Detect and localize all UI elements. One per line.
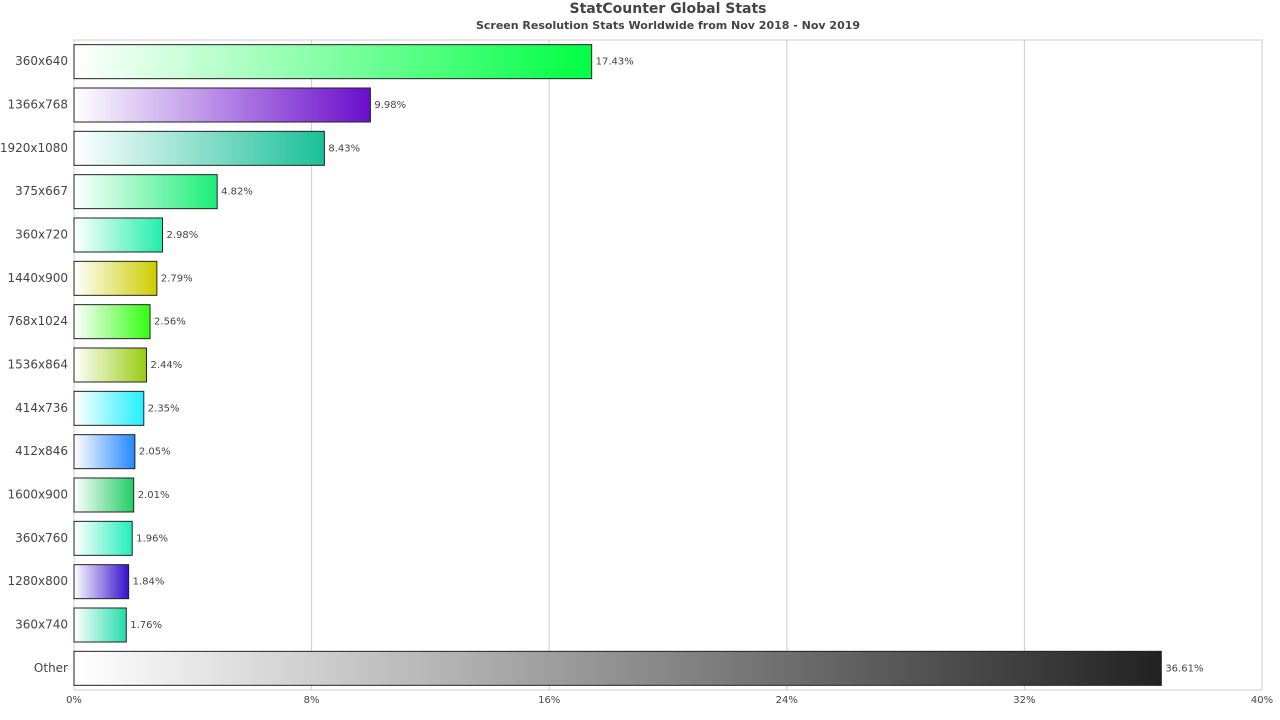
- bar: [73, 477, 135, 513]
- value-label: 2.44%: [150, 360, 182, 371]
- y-tick-label: 1280x800: [7, 574, 68, 588]
- value-label: 2.05%: [139, 447, 171, 458]
- value-label: 9.98%: [374, 100, 406, 111]
- y-tick-label: 360x720: [15, 228, 68, 242]
- y-tick-label: 360x740: [15, 618, 68, 632]
- x-tick-label: 24%: [776, 695, 798, 706]
- bar: [73, 87, 371, 123]
- value-label: 17.43%: [596, 57, 634, 68]
- bar: [73, 217, 164, 253]
- value-label: 4.82%: [221, 187, 253, 198]
- bar: [73, 650, 1162, 686]
- y-tick-label: 1920x1080: [0, 141, 68, 155]
- value-label: 1.84%: [133, 577, 165, 588]
- value-label: 1.96%: [136, 533, 168, 544]
- y-tick-label: 1600x900: [7, 488, 68, 502]
- y-tick-label: 768x1024: [7, 314, 68, 328]
- value-label: 2.56%: [154, 317, 186, 328]
- y-tick-label: 360x760: [15, 531, 68, 545]
- x-tick-label: 0%: [66, 695, 82, 706]
- value-label: 36.61%: [1165, 663, 1203, 674]
- y-tick-label: 414x736: [15, 401, 68, 415]
- x-tick-label: 8%: [304, 695, 320, 706]
- bar: [73, 434, 136, 470]
- y-tick-label: 375x667: [15, 184, 68, 198]
- bar: [73, 130, 325, 166]
- bar: [73, 607, 127, 643]
- y-tick-label: 1536x864: [7, 358, 68, 372]
- bar: [73, 174, 218, 210]
- bar: [73, 347, 147, 383]
- value-label: 2.98%: [167, 230, 199, 241]
- y-tick-label: 412x846: [15, 444, 68, 458]
- x-tick-label: 32%: [1013, 695, 1035, 706]
- x-tick-label: 16%: [538, 695, 560, 706]
- x-tick-label: 40%: [1251, 695, 1273, 706]
- value-label: 2.01%: [138, 490, 170, 501]
- bar: [73, 390, 145, 426]
- value-label: 2.35%: [148, 403, 180, 414]
- y-tick-label: 1366x768: [7, 98, 68, 112]
- y-tick-label: Other: [34, 661, 68, 675]
- value-label: 2.79%: [161, 273, 193, 284]
- y-tick-label: 1440x900: [7, 271, 68, 285]
- bar: [73, 564, 130, 600]
- bar: [73, 44, 593, 80]
- chart-title: StatCounter Global Stats: [569, 1, 766, 17]
- value-label: 1.76%: [130, 620, 162, 631]
- y-tick-label: 360x640: [15, 54, 68, 68]
- bar: [73, 260, 158, 296]
- chart-subtitle: Screen Resolution Stats Worldwide from N…: [476, 19, 860, 32]
- value-label: 8.43%: [328, 143, 360, 154]
- bar: [73, 520, 133, 556]
- bar: [73, 304, 151, 340]
